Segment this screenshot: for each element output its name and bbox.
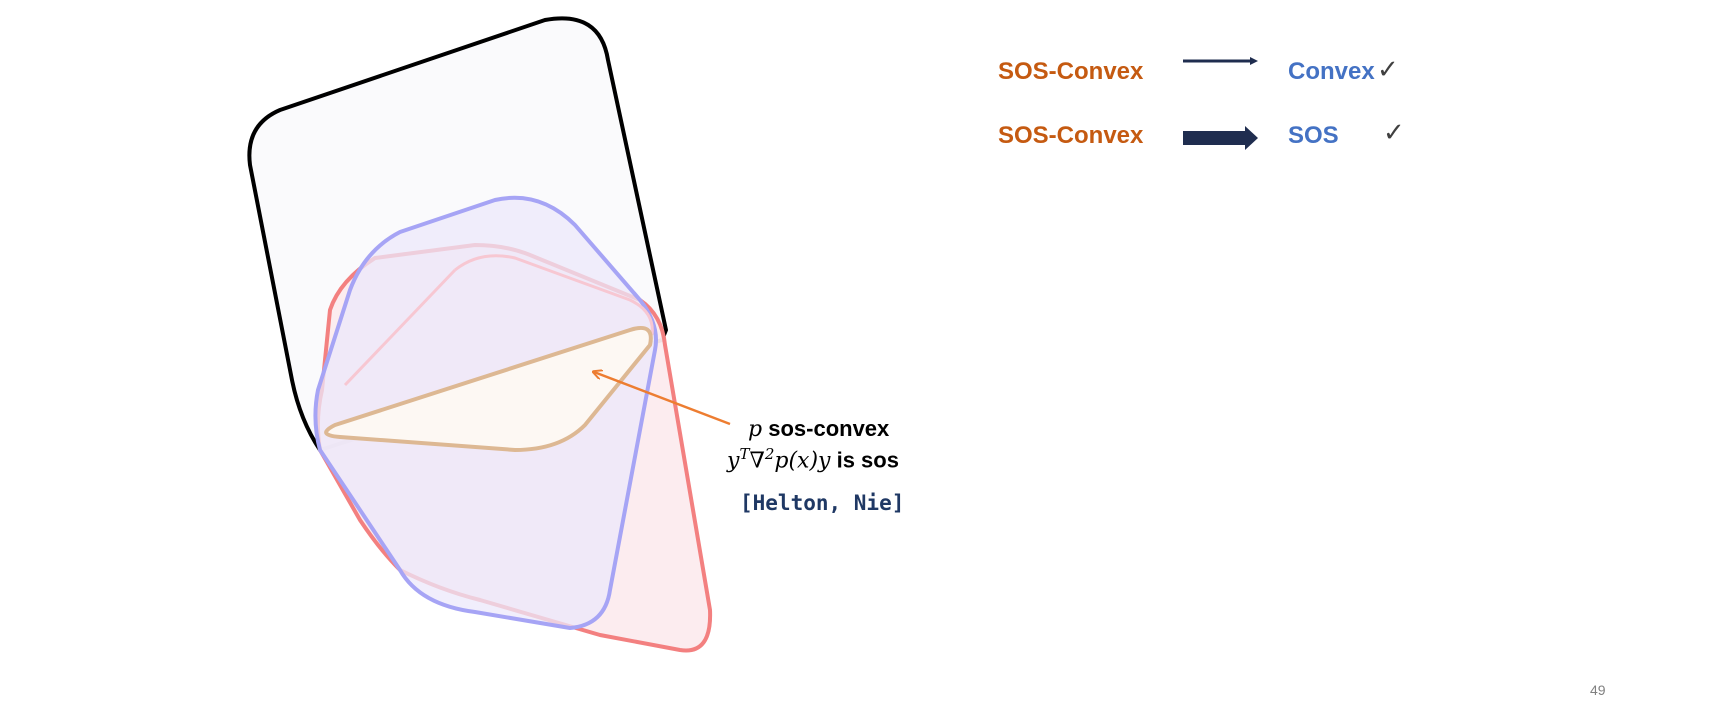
sos-convex-label: p sos-convex xyxy=(748,416,889,442)
implication-2-to: SOS xyxy=(1288,122,1339,149)
implication-2-from: SOS-Convex xyxy=(998,122,1144,149)
implication-1-from: SOS-Convex xyxy=(998,58,1144,85)
condition-text: is sos xyxy=(836,447,899,473)
implication-2-check-icon: ✓ xyxy=(1383,117,1405,147)
pointer-arrow xyxy=(594,372,731,426)
implication-1-to: Convex xyxy=(1288,58,1375,85)
sos-convex-set xyxy=(324,325,653,452)
label-math-p: p xyxy=(748,417,763,442)
implication-arrow-thick xyxy=(1183,126,1258,150)
page-number: 49 xyxy=(1590,682,1606,698)
implication-1-check-icon: ✓ xyxy=(1377,54,1399,84)
pink-inner-set xyxy=(454,254,654,336)
sos-condition-label: yT∇2p(x)y is sos xyxy=(727,445,899,474)
citation: [Helton, Nie] xyxy=(740,491,905,515)
label-text: sos-convex xyxy=(768,416,890,441)
